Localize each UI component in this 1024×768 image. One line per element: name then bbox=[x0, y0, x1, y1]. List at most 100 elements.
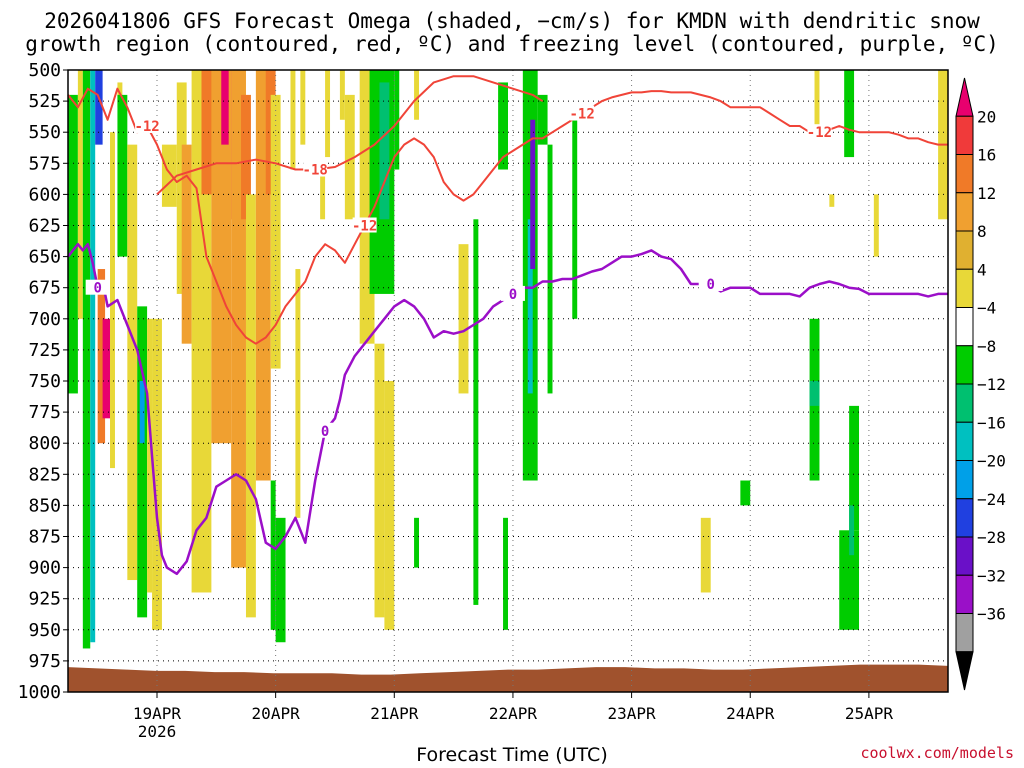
y-tick-label: 575 bbox=[28, 153, 61, 174]
omega-cell bbox=[139, 381, 145, 444]
colorbar-segment bbox=[955, 154, 974, 194]
colorbar-segment bbox=[955, 536, 974, 576]
contour-layer: -12 -12 -12 -12 -18 0 0 0 0 bbox=[67, 75, 948, 576]
colorbar-label: −4 bbox=[977, 299, 996, 318]
x-tick-label: 20APR bbox=[252, 704, 301, 723]
dgz-minus18-contour-label: -18 bbox=[303, 163, 328, 179]
freezing-level-contour-label: 0 bbox=[509, 287, 517, 303]
freezing-level-contour-label-bg bbox=[500, 285, 525, 301]
omega-cell bbox=[740, 480, 751, 506]
omega-cell bbox=[503, 517, 508, 630]
omega-cell bbox=[270, 94, 281, 369]
omega-cell bbox=[300, 70, 306, 145]
omega-cell bbox=[97, 269, 106, 444]
colorbar-segment bbox=[955, 345, 974, 385]
y-tick-label: 900 bbox=[28, 558, 61, 579]
y-tick-label: 975 bbox=[28, 651, 61, 672]
omega-cell bbox=[290, 70, 296, 170]
colorbar-label: 16 bbox=[977, 146, 996, 165]
y-tick-label: 800 bbox=[28, 433, 61, 454]
dgz-minus12-contour-label-bg bbox=[352, 217, 377, 233]
freezing-level-contour-label: 0 bbox=[93, 281, 101, 297]
omega-cell bbox=[221, 70, 229, 145]
dgz-minus12-contour-label: -12 bbox=[570, 107, 595, 123]
omega-cell bbox=[844, 70, 855, 158]
omega-cell bbox=[829, 194, 835, 207]
freezing-level-contour-label-bg bbox=[698, 275, 723, 291]
omega-cell bbox=[137, 306, 148, 618]
y-tick-label: 825 bbox=[28, 464, 61, 485]
credit-text: coolwx.com/models bbox=[860, 744, 1014, 762]
y-tick-label: 525 bbox=[28, 91, 61, 112]
y-tick-label: 675 bbox=[28, 278, 61, 299]
omega-cell bbox=[414, 70, 420, 120]
dgz-minus12-contour-label: -12 bbox=[807, 125, 832, 141]
chart-title-line2: growth region (contoured, red, ºC) and f… bbox=[25, 32, 999, 56]
omega-cell bbox=[68, 94, 78, 394]
colorbar-label: −20 bbox=[977, 452, 1006, 471]
x-tick-label: 25APR bbox=[845, 704, 894, 723]
x-tick-label: 24APR bbox=[726, 704, 775, 723]
y-tick-label: 850 bbox=[28, 495, 61, 516]
colorbar-segment bbox=[955, 498, 974, 538]
dgz-minus18-contour-label-bg bbox=[303, 161, 328, 177]
dgz-minus12-contour bbox=[67, 87, 948, 345]
colorbar-label: 20 bbox=[977, 107, 996, 126]
colorbar: 20 16 12 8 4 −4 −8 −12 −16 −20 −24 −28 −32 −36 bbox=[955, 77, 1006, 691]
omega-cell bbox=[147, 318, 153, 593]
omega-cell bbox=[344, 94, 355, 220]
x-tick-label: 21APR bbox=[370, 704, 419, 723]
y-tick-label: 625 bbox=[28, 216, 61, 237]
omega-cell bbox=[374, 343, 385, 618]
colorbar-label: −32 bbox=[977, 566, 1006, 585]
y-tick-label: 775 bbox=[28, 402, 61, 423]
colorbar-segment bbox=[955, 613, 974, 653]
omega-cell bbox=[77, 70, 83, 319]
dgz-minus12-contour-label: -12 bbox=[134, 119, 159, 135]
omega-cell bbox=[152, 318, 162, 630]
dgz-minus12-contour-label-bg bbox=[807, 124, 832, 140]
omega-cell bbox=[117, 94, 128, 257]
freezing-level-contour-label: 0 bbox=[321, 424, 329, 440]
omega-cell bbox=[181, 144, 192, 344]
colorbar-segment bbox=[955, 383, 974, 423]
omega-cell bbox=[530, 119, 536, 270]
y-tick-label: 750 bbox=[28, 371, 61, 392]
omega-cell bbox=[384, 381, 395, 630]
colorbar-label: −12 bbox=[977, 375, 1006, 394]
colorbar-label: 8 bbox=[977, 222, 987, 241]
colorbar-segment bbox=[955, 268, 974, 308]
y-tick-label: 1000 bbox=[18, 682, 61, 703]
omega-cell bbox=[839, 530, 860, 630]
y-tick-label: 875 bbox=[28, 527, 61, 548]
omega-cell bbox=[527, 219, 533, 394]
omega-cell bbox=[110, 132, 115, 469]
omega-cell bbox=[473, 219, 479, 605]
colorbar-segment bbox=[955, 115, 974, 155]
omega-cell bbox=[809, 381, 820, 406]
omega-cell bbox=[95, 70, 103, 145]
colorbar-label: −24 bbox=[977, 490, 1006, 509]
colorbar-segment bbox=[955, 421, 974, 461]
omega-cell bbox=[325, 70, 331, 158]
omega-cell bbox=[547, 144, 553, 394]
freezing-level-contour-label-bg bbox=[313, 422, 338, 438]
colorbar-segment bbox=[955, 192, 974, 232]
colorbar-segment bbox=[955, 307, 974, 347]
y-tick-label: 550 bbox=[28, 122, 61, 143]
y-tick-label: 950 bbox=[28, 620, 61, 641]
omega-shading-layer bbox=[68, 70, 948, 649]
y-tick-label: 500 bbox=[28, 60, 61, 81]
ground-layer bbox=[68, 664, 948, 692]
dgz-minus18-contour bbox=[156, 75, 544, 196]
omega-cell bbox=[814, 70, 820, 133]
colorbar-label: −16 bbox=[977, 413, 1006, 432]
colorbar-bottom-arrow bbox=[955, 651, 974, 691]
colorbar-label: −8 bbox=[977, 337, 996, 356]
omega-cell bbox=[102, 318, 111, 419]
y-tick-label: 925 bbox=[28, 589, 61, 610]
omega-cell bbox=[572, 119, 578, 319]
omega-cell bbox=[241, 94, 251, 220]
omega-cell bbox=[295, 269, 301, 518]
y-tick-label: 725 bbox=[28, 340, 61, 361]
